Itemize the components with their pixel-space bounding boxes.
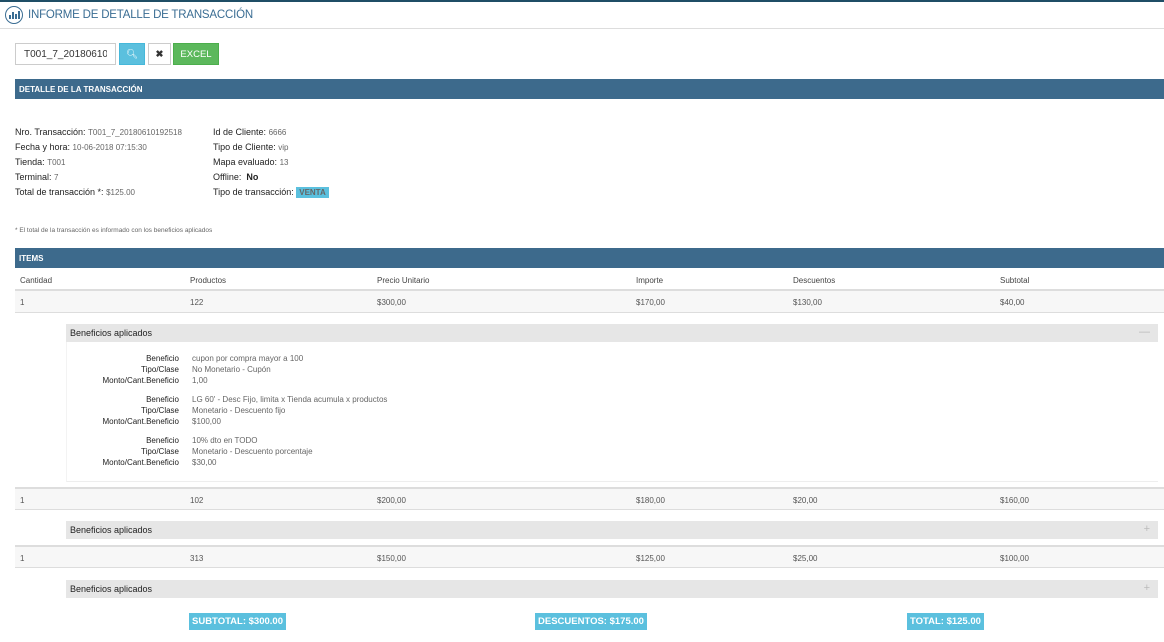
cell: $20,00: [793, 496, 818, 505]
value: cupon por compra mayor a 100: [192, 354, 304, 363]
times-icon: ✖: [155, 48, 164, 60]
benefits-panel-toggle[interactable]: Beneficios aplicados +: [66, 580, 1158, 598]
cell: $160,00: [1000, 496, 1029, 505]
offline: Offline: No: [213, 172, 259, 182]
excel-button[interactable]: EXCEL: [173, 43, 219, 65]
benefits-title: Beneficios aplicados: [70, 525, 153, 535]
status-badge: VENTA: [296, 187, 329, 198]
col-subtotal: Subtotal: [1000, 276, 1030, 285]
transaction-type: Tipo de transacción: VENTA: [213, 185, 329, 200]
page-title: INFORME DE DETALLE DE TRANSACCIÓN: [28, 9, 253, 21]
total-badge: TOTAL: $125.00: [907, 613, 984, 630]
cell: $25,00: [793, 554, 818, 563]
cell: 313: [190, 554, 204, 563]
detail-right-column: Id de Cliente: 6666 Tipo de Cliente: vip…: [213, 125, 329, 200]
label: Beneficio: [146, 436, 179, 445]
label: Beneficio: [146, 354, 179, 363]
subtotal-badge: SUBTOTAL: $300.00: [189, 613, 286, 630]
label: Monto/Cant.Beneficio: [102, 417, 180, 426]
total-note: * El total de la transacción es informad…: [15, 227, 213, 234]
expand-icon[interactable]: +: [1143, 523, 1150, 535]
benefits-title: Beneficios aplicados: [70, 584, 153, 594]
cell: $300,00: [377, 298, 406, 307]
cell: 122: [190, 298, 204, 307]
table-row[interactable]: 1 313 $150,00 $125,00 $25,00 $100,00: [15, 545, 1164, 568]
cell: $170,00: [636, 298, 665, 307]
col-productos: Productos: [190, 276, 227, 285]
cell: 102: [190, 496, 204, 505]
cell: 1: [20, 298, 25, 307]
col-descuentos: Descuentos: [793, 276, 836, 285]
col-importe: Importe: [636, 276, 664, 285]
cell: 1: [20, 554, 25, 563]
cell: $200,00: [377, 496, 406, 505]
label: Beneficio: [146, 395, 179, 404]
date-time: Fecha y hora: 10-06-2018 07:15:30: [15, 142, 147, 152]
cell: $130,00: [793, 298, 822, 307]
benefits-title: Beneficios aplicados: [70, 328, 153, 338]
cell: $125,00: [636, 554, 665, 563]
table-row[interactable]: 1 122 $300,00 $170,00 $130,00 $40,00: [15, 291, 1164, 313]
detail-section-header: DETALLE DE LA TRANSACCIÓN: [15, 79, 1164, 99]
terminal: Terminal: 7: [15, 172, 59, 182]
label: Monto/Cant.Beneficio: [102, 376, 180, 385]
value: $30,00: [192, 458, 217, 467]
benefits-panel-toggle[interactable]: Beneficios aplicados —: [66, 324, 1158, 342]
value: 1,00: [192, 376, 208, 385]
benefits-panel-body: Beneficio cupon por compra mayor a 100 Ti…: [66, 342, 1158, 482]
detail-left-column: Nro. Transacción: T001_7_20180610192518 …: [15, 125, 182, 200]
cell: 1: [20, 496, 25, 505]
bar-chart-icon: [5, 6, 23, 24]
value: LG 60' - Desc Fijo, limita x Tienda acum…: [192, 395, 388, 404]
label: Tipo/Clase: [141, 365, 179, 374]
top-bar: [0, 0, 1164, 29]
value: No Monetario - Cupón: [192, 365, 271, 374]
transaction-total: Total de transacción *: $125.00: [15, 187, 135, 197]
cell: $180,00: [636, 496, 665, 505]
label: Monto/Cant.Beneficio: [102, 458, 180, 467]
store: Tienda: T001: [15, 157, 66, 167]
client-type: Tipo de Cliente: vip: [213, 142, 289, 152]
label: Tipo/Clase: [141, 406, 179, 415]
collapse-icon[interactable]: —: [1139, 326, 1150, 338]
table-row[interactable]: 1 102 $200,00 $180,00 $20,00 $160,00: [15, 487, 1164, 510]
cell: $150,00: [377, 554, 406, 563]
value: Monetario - Descuento porcentaje: [192, 447, 313, 456]
cell: $40,00: [1000, 298, 1025, 307]
expand-icon[interactable]: +: [1143, 582, 1150, 594]
discounts-badge: DESCUENTOS: $175.00: [535, 613, 647, 630]
items-table-header: Cantidad Productos Precio Unitario Impor…: [15, 269, 1164, 291]
benefits-panel-toggle[interactable]: Beneficios aplicados +: [66, 521, 1158, 539]
transaction-search-input[interactable]: [15, 43, 116, 65]
label: Tipo/Clase: [141, 447, 179, 456]
col-cantidad: Cantidad: [20, 276, 53, 285]
value: 10% dto en TODO: [192, 436, 258, 445]
evaluated-map: Mapa evaluado: 13: [213, 157, 289, 167]
search-button[interactable]: 🔍︎: [119, 43, 145, 65]
transaction-number: Nro. Transacción: T001_7_20180610192518: [15, 127, 182, 137]
value: Monetario - Descuento fijo: [192, 406, 286, 415]
clear-button[interactable]: ✖: [148, 43, 171, 65]
items-section-header: ITEMS: [15, 248, 1164, 268]
search-icon: 🔍︎: [125, 48, 139, 60]
value: $100,00: [192, 417, 221, 426]
client-id: Id de Cliente: 6666: [213, 127, 287, 137]
cell: $100,00: [1000, 554, 1029, 563]
col-precio-unitario: Precio Unitario: [377, 276, 430, 285]
